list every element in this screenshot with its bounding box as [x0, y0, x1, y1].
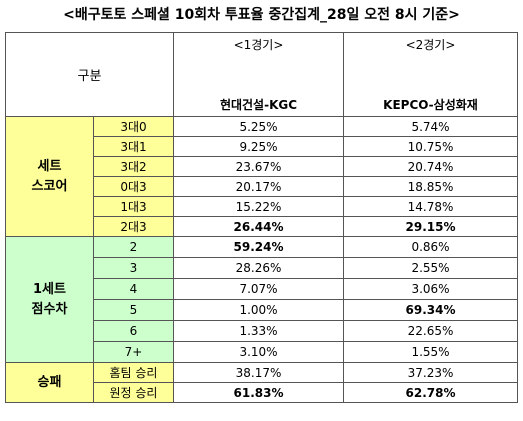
game1-label: <1경기> [233, 38, 284, 52]
game2-value-highlight: 62.78% [343, 382, 518, 403]
game1-value: 15.22% [173, 196, 344, 217]
row-label: 0대3 [93, 176, 174, 197]
group-label-text: 세트 스코어 [31, 158, 68, 194]
game2-value: 5.74% [343, 116, 518, 137]
row-label: 3 [93, 257, 174, 279]
game2-value: 22.65% [343, 320, 518, 342]
row-label: 2 [93, 236, 174, 258]
row-label: 3대2 [93, 156, 174, 177]
page-title: <배구토토 스페셜 10회차 투표율 중간집계_28일 오전 8시 기준> [63, 7, 460, 23]
game2-team: KEPCO-삼성화재 [383, 98, 478, 112]
group-label-win-loss: 승패 [5, 362, 94, 403]
row-label: 6 [93, 320, 174, 342]
game1-value: 1.33% [173, 320, 344, 342]
game1-team: 현대건설-KGC [219, 98, 298, 112]
game1-value: 28.26% [173, 257, 344, 279]
game2-value: 3.06% [343, 278, 518, 300]
group-label-set1-diff: 1세트 점수차 [5, 236, 94, 363]
row-label: 원정 승리 [93, 382, 174, 403]
game1-value-highlight: 59.24% [173, 236, 344, 258]
group-label-text: 승패 [37, 374, 62, 390]
game2-value: 1.55% [343, 341, 518, 363]
game2-label: <2경기> [405, 38, 456, 52]
row-label: 7+ [93, 341, 174, 363]
row-label: 3대1 [93, 136, 174, 157]
game2-value: 37.23% [343, 362, 518, 383]
game1-value: 9.25% [173, 136, 344, 157]
game1-value: 3.10% [173, 341, 344, 363]
row-label: 1대3 [93, 196, 174, 217]
row-label: 2대3 [93, 216, 174, 237]
game2-value: 2.55% [343, 257, 518, 279]
row-label: 3대0 [93, 116, 174, 137]
game2-value: 20.74% [343, 156, 518, 177]
game1-value: 5.25% [173, 116, 344, 137]
group-label-text: 1세트 점수차 [31, 281, 68, 317]
game1-value: 7.07% [173, 278, 344, 300]
game1-value: 1.00% [173, 299, 344, 321]
category-header: 구분 [5, 32, 174, 117]
game2-header: <2경기> KEPCO-삼성화재 [343, 32, 518, 117]
game2-value: 18.85% [343, 176, 518, 197]
game2-value: 0.86% [343, 236, 518, 258]
group-label-set-score: 세트 스코어 [5, 116, 94, 237]
game1-value-highlight: 26.44% [173, 216, 344, 237]
game1-value: 20.17% [173, 176, 344, 197]
game2-value-highlight: 29.15% [343, 216, 518, 237]
row-label: 홈팀 승리 [93, 362, 174, 383]
game1-value: 38.17% [173, 362, 344, 383]
game2-value: 14.78% [343, 196, 518, 217]
vote-rate-table: 구분 <1경기> 현대건설-KGC <2경기> KEPCO-삼성화재 세트 스코… [5, 32, 518, 403]
game2-value: 10.75% [343, 136, 518, 157]
game1-value-highlight: 61.83% [173, 382, 344, 403]
row-label: 4 [93, 278, 174, 300]
game1-header: <1경기> 현대건설-KGC [173, 32, 344, 117]
game1-value: 23.67% [173, 156, 344, 177]
game2-value-highlight: 69.34% [343, 299, 518, 321]
row-label: 5 [93, 299, 174, 321]
